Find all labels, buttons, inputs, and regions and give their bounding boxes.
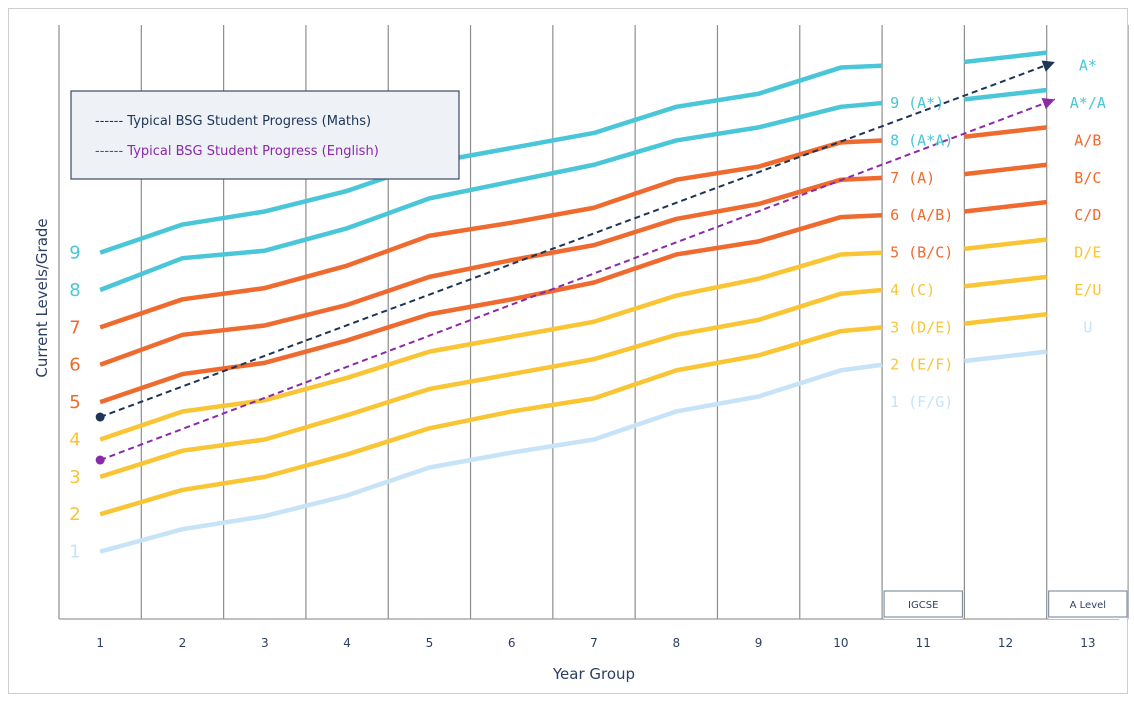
grade-band-9 bbox=[99, 362, 883, 554]
x-tick-label: 9 bbox=[755, 636, 763, 650]
x-tick-label: 5 bbox=[426, 636, 434, 650]
grade-band-8-alevel bbox=[964, 312, 1047, 326]
igcse-grade-label: 7 (A) bbox=[890, 169, 935, 187]
alevel-grade-label: A*/A bbox=[1070, 94, 1106, 112]
grade-band-1 bbox=[99, 63, 883, 255]
x-tick-label: 12 bbox=[998, 636, 1013, 650]
legend-entry-1: ------ Typical BSG Student Progress (Mat… bbox=[95, 114, 371, 129]
series-start-point-2 bbox=[95, 455, 105, 465]
igcse-grade-label: 6 (A/B) bbox=[890, 206, 953, 224]
alevel-grade-label: U bbox=[1083, 318, 1092, 336]
y-axis-title: Current Levels/Grade bbox=[33, 218, 51, 377]
grade-band-5 bbox=[99, 212, 883, 405]
x-tick-label: 2 bbox=[179, 636, 187, 650]
left-grade-label: 4 bbox=[69, 429, 80, 450]
grade-band-4 bbox=[99, 175, 883, 367]
grade-band-5-alevel bbox=[964, 199, 1047, 214]
left-grade-label: 6 bbox=[69, 355, 80, 376]
grade-band-3 bbox=[99, 138, 883, 330]
left-grade-label: 5 bbox=[69, 392, 80, 413]
igcse-grade-label: 5 (B/C) bbox=[890, 244, 953, 262]
igcse-column-bg bbox=[884, 27, 963, 619]
left-grade-label: 2 bbox=[69, 504, 80, 525]
alevel-grade-label: E/U bbox=[1074, 281, 1101, 299]
grade-band-7-alevel bbox=[964, 274, 1047, 289]
grade-band-9-alevel bbox=[964, 349, 1047, 364]
x-tick-label: 11 bbox=[916, 636, 931, 650]
grade-band-2 bbox=[99, 100, 883, 293]
grade-band-8 bbox=[99, 325, 883, 517]
legend-box bbox=[70, 90, 460, 180]
left-grade-label: 3 bbox=[69, 467, 80, 488]
left-grade-label: 7 bbox=[69, 317, 80, 338]
legend-entry-2: ------ Typical BSG Student Progress (Eng… bbox=[95, 144, 379, 159]
legend: ------ Typical BSG Student Progress (Mat… bbox=[70, 90, 460, 180]
igcse-grade-label: 9 (A*) bbox=[890, 94, 944, 112]
alevel-grade-label: A* bbox=[1079, 57, 1097, 75]
chart-frame: 9 8 7 6 5 4 3 2 1 9 (A*) 8 (A*A) 7 (A) 6 (A/B) 5 (B/C… bbox=[8, 8, 1129, 694]
annotation-box-1 bbox=[883, 590, 963, 618]
grade-band-2-alevel bbox=[964, 87, 1047, 102]
grade-band-6-alevel bbox=[964, 237, 1047, 252]
annotation-label: A Level bbox=[1070, 600, 1106, 611]
grade-bands bbox=[99, 50, 1047, 554]
igcse-grade-label: 3 (D/E) bbox=[890, 318, 953, 336]
igcse-grade-label: 4 (C) bbox=[890, 281, 935, 299]
x-tick-label: 13 bbox=[1080, 636, 1095, 650]
alevel-grade-label: A/B bbox=[1074, 131, 1101, 149]
series-start-point-1 bbox=[95, 412, 105, 422]
annotation-box-2 bbox=[1048, 590, 1128, 618]
annotation-label: IGCSE bbox=[908, 600, 938, 611]
alevel-grade-label: D/E bbox=[1074, 244, 1101, 262]
x-tick-label: 7 bbox=[590, 636, 598, 650]
x-axis-title: Year Group bbox=[552, 665, 635, 683]
left-grade-label: 8 bbox=[69, 280, 80, 301]
series-line-2 bbox=[99, 98, 1056, 461]
alevel-grade-label: C/D bbox=[1074, 206, 1101, 224]
left-grade-label: 9 bbox=[69, 243, 80, 264]
x-tick-label: 3 bbox=[261, 636, 269, 650]
progress-series bbox=[95, 60, 1056, 465]
grade-band-6 bbox=[99, 250, 883, 442]
igcse-grade-label: 1 (F/G) bbox=[890, 393, 953, 411]
igcse-grade-label: 8 (A*A) bbox=[890, 131, 953, 149]
grade-band-4-alevel bbox=[964, 162, 1047, 177]
x-tick-label: 4 bbox=[343, 636, 351, 650]
x-tick-label: 10 bbox=[833, 636, 848, 650]
chart-svg: 9 8 7 6 5 4 3 2 1 9 (A*) 8 (A*A) 7 (A) 6 (A/B) 5 (B/C… bbox=[33, 25, 1129, 683]
series-arrowhead-1 bbox=[1041, 60, 1055, 72]
x-tick-label: 8 bbox=[672, 636, 680, 650]
left-grade-label: 1 bbox=[69, 542, 80, 563]
x-tick-label: 1 bbox=[96, 636, 104, 650]
igcse-grade-label: 2 (E/F) bbox=[890, 356, 953, 374]
alevel-column-bg bbox=[1048, 27, 1127, 619]
grade-band-3-alevel bbox=[964, 125, 1047, 139]
x-tick-label: 6 bbox=[508, 636, 516, 650]
alevel-grade-label: B/C bbox=[1074, 169, 1101, 187]
grade-band-7 bbox=[99, 287, 883, 480]
grade-band-1-alevel bbox=[964, 50, 1047, 65]
series-arrowhead-2 bbox=[1041, 97, 1055, 110]
